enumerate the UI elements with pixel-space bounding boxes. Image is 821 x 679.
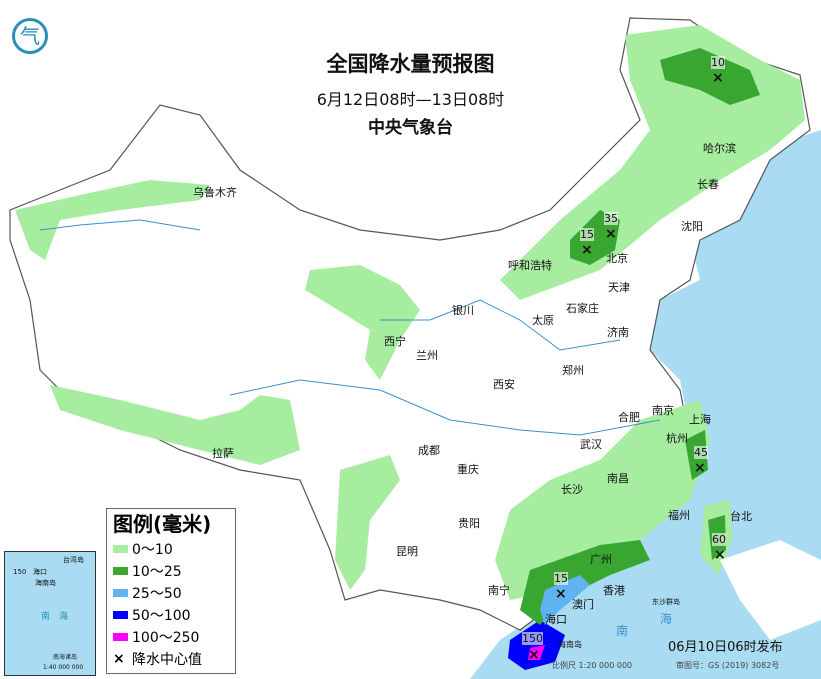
sea-east: [470, 130, 821, 679]
rain-center-value: 60: [712, 533, 726, 547]
rain-center-value: 10: [711, 56, 725, 70]
legend-item: 50～100: [113, 604, 229, 626]
legend-title: 图例(毫米): [113, 512, 212, 536]
rain-center-value: 35: [604, 212, 618, 226]
rain-center-marker: ×: [581, 242, 593, 258]
inset-scale: 1:40 000 000: [43, 664, 84, 671]
legend-item: 10～25: [113, 560, 229, 582]
rain-center-marker: ×: [605, 226, 617, 242]
issuer: 中央气象台: [368, 118, 453, 138]
city-label: 太原: [532, 314, 554, 327]
city-label: 武汉: [580, 438, 602, 451]
city-label: 南昌: [607, 472, 629, 485]
legend-item: 100～250: [113, 626, 229, 648]
legend-swatch: [113, 589, 128, 597]
city-label: 重庆: [457, 463, 479, 476]
legend-item: 0～10: [113, 538, 229, 560]
city-label: 贵阳: [458, 517, 480, 530]
islands: [720, 540, 821, 640]
city-label: 台北: [730, 510, 752, 523]
legend-label: 0～10: [132, 542, 173, 558]
city-label: 杭州: [666, 432, 688, 445]
city-label: 澳门: [572, 598, 594, 611]
south-china-sea-inset: 150 海口 海南岛 台湾岛 南 海 南海诸岛 1:40 000 000: [4, 551, 96, 676]
rivers: [39, 219, 661, 436]
city-label: 呼和浩特: [508, 259, 552, 272]
legend-swatch: [113, 545, 128, 553]
inset-label: 台湾岛: [63, 556, 84, 564]
rain-25-50-area: [540, 575, 590, 625]
city-label: 石家庄: [566, 302, 599, 315]
rain-center-marker: ×: [714, 547, 726, 563]
legend-swatch: [113, 633, 128, 641]
island-label: 东沙群岛: [652, 598, 680, 606]
legend-label: 25～50: [132, 586, 182, 602]
sea-label: 南: [616, 624, 629, 638]
city-label: 广州: [590, 553, 612, 566]
legend: 图例(毫米) 0～10 10～25 25～50 50～100 100～250 ×…: [106, 508, 236, 674]
legend-swatch: [113, 567, 128, 575]
city-label: 昆明: [396, 545, 418, 558]
city-label: 西宁: [384, 335, 406, 348]
city-label: 银川: [452, 304, 474, 317]
legend-swatch: [113, 611, 128, 619]
city-label: 福州: [668, 509, 690, 522]
city-label: 海口: [545, 613, 567, 626]
sea-label: 海: [660, 612, 673, 626]
map-approval-number: 审图号：GS (2019) 3082号: [676, 661, 780, 670]
rain-center-marker: ×: [555, 586, 567, 602]
rain-center-marker: ×: [528, 647, 540, 663]
rain-center-symbol: ×: [113, 651, 125, 667]
city-label: 香港: [603, 584, 625, 597]
city-label: 西安: [493, 378, 515, 391]
city-label: 乌鲁木齐: [193, 186, 237, 199]
city-label: 济南: [607, 326, 629, 339]
city-label: 上海: [689, 413, 711, 426]
hainan-magenta: [528, 645, 545, 660]
city-label: 天津: [608, 281, 630, 294]
legend-label: 50～100: [132, 608, 191, 624]
published-time: 06月10日06时发布: [668, 640, 783, 655]
city-label: 兰州: [416, 349, 438, 362]
city-label: 沈阳: [681, 220, 703, 233]
legend-label: 降水中心值: [132, 652, 202, 668]
inset-label: 南海诸岛: [53, 654, 78, 661]
inset-label: 海南岛: [35, 579, 56, 587]
inset-value: 150: [13, 568, 27, 576]
rain-center-value: 150: [522, 632, 543, 646]
rain-center-value: 45: [694, 446, 708, 460]
city-label: 郑州: [562, 364, 584, 377]
sea-northeast: [780, 150, 821, 250]
city-label: 拉萨: [212, 447, 234, 460]
legend-item: × 降水中心值: [113, 648, 229, 670]
forecast-period: 6月12日08时—13日08时: [316, 90, 505, 109]
city-label: 南宁: [488, 584, 510, 597]
rain-center-marker: ×: [694, 460, 706, 476]
rain-center-value: 15: [554, 572, 568, 586]
legend-label: 100～250: [132, 630, 200, 646]
inset-sea-label: 南 海: [41, 612, 69, 622]
legend-label: 10～25: [132, 564, 182, 580]
cma-logo-icon: 气: [12, 18, 48, 54]
rain-center-value: 15: [580, 228, 594, 242]
city-label: 长春: [697, 178, 719, 191]
city-label: 北京: [606, 252, 628, 265]
rain-center-marker: ×: [712, 70, 724, 86]
island-label: 海南岛: [558, 640, 582, 649]
map-scale: 比例尺 1:20 000 000: [552, 661, 633, 670]
city-label: 南京: [652, 404, 674, 417]
city-label: 哈尔滨: [703, 142, 736, 155]
inset-label: 海口: [33, 568, 47, 576]
city-label: 长沙: [561, 483, 583, 496]
map-title: 全国降水量预报图: [326, 52, 495, 76]
city-label: 合肥: [618, 411, 640, 424]
legend-item: 25～50: [113, 582, 229, 604]
city-label: 成都: [418, 444, 440, 457]
